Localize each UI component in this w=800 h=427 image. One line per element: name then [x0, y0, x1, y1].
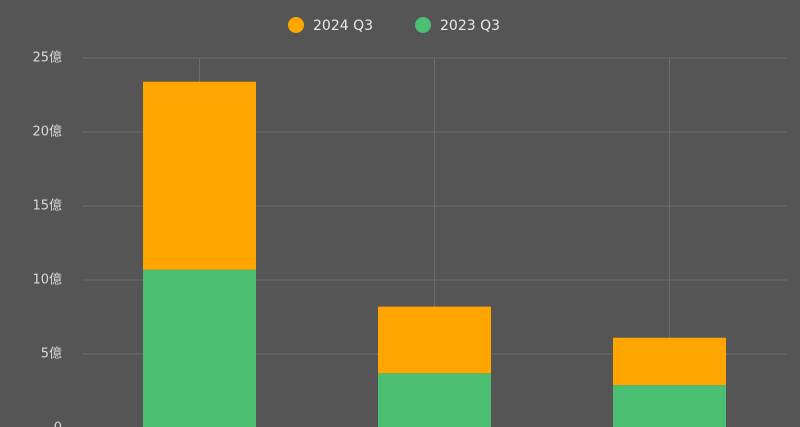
y-tick-label: 10億	[32, 272, 62, 288]
bar-segment	[143, 269, 256, 427]
y-tick-label: 25億	[32, 50, 62, 66]
y-tick-label: 5億	[41, 346, 62, 362]
legend-marker[interactable]	[288, 17, 304, 33]
legend-marker[interactable]	[415, 17, 431, 33]
bar-segment	[378, 373, 491, 427]
legend-label[interactable]: 2024 Q3	[313, 18, 373, 34]
bar-segment	[143, 81, 256, 270]
bar-segment	[613, 337, 726, 386]
legend-label[interactable]: 2023 Q3	[440, 18, 500, 34]
bar-segment	[613, 385, 726, 427]
y-tick-label: 0	[54, 421, 62, 427]
bar-segment	[378, 306, 491, 374]
y-tick-label: 15億	[32, 198, 62, 214]
y-tick-label: 20億	[32, 124, 62, 140]
